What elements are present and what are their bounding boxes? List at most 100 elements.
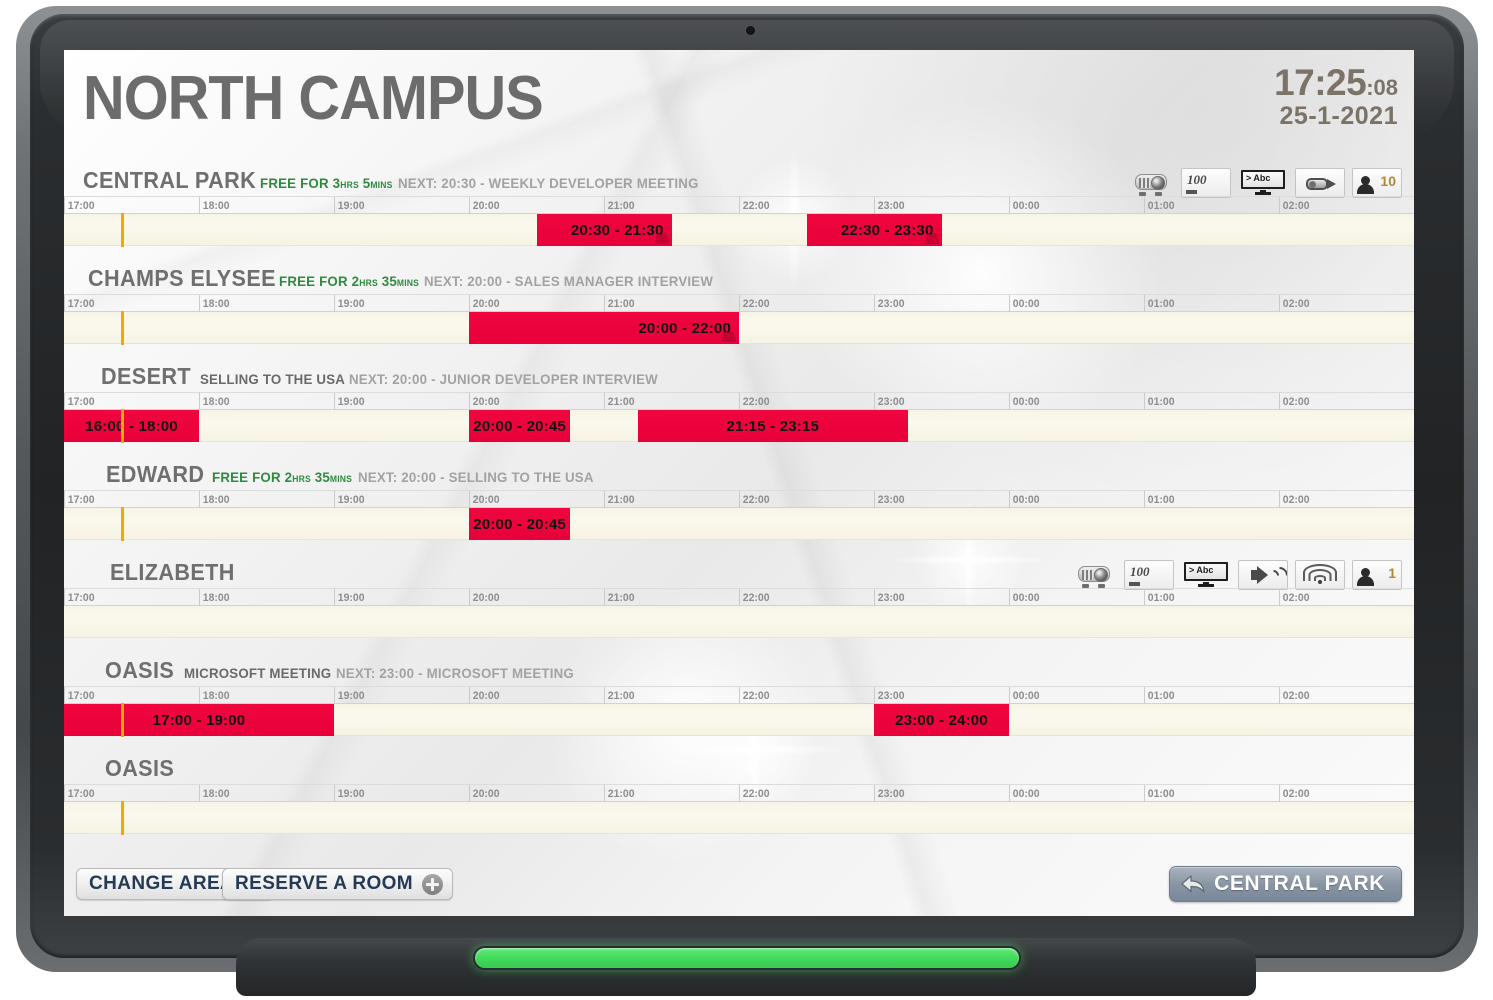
axis-hour-label: 02:00	[1279, 589, 1407, 607]
room-status: SELLING TO THE USA	[200, 371, 345, 387]
wifi-icon	[1295, 560, 1345, 590]
current-time-marker	[120, 311, 124, 345]
room-row[interactable]: CENTRAL PARK FREE FOR 3HRS 5MINS NEXT: 20:…	[64, 162, 1414, 260]
axis-hour-label: 01:00	[1144, 393, 1272, 411]
page-title: NORTH CAMPUS	[83, 64, 544, 133]
booking-block[interactable]: 20:00 - 20:45	[469, 410, 571, 442]
attendees-icon	[924, 233, 939, 244]
current-time-marker	[120, 801, 124, 835]
room-status: FREE FOR 2HRS 35MINS	[212, 469, 352, 485]
axis-hour-label: 00:00	[1009, 295, 1137, 313]
booking-block[interactable]: 20:00 - 20:45	[469, 508, 571, 540]
room-row[interactable]: ELIZABETH 100 > Abc 1 17:00 18:00 19:00 20:00 21…	[64, 554, 1414, 652]
room-timeline-track[interactable]: 16:00 - 18:00 20:00 - 20:45 21:15 - 23:15	[64, 409, 1414, 443]
room-row-spacer	[64, 344, 1414, 358]
room-header: ELIZABETH 100 > Abc 1	[64, 554, 1414, 590]
booking-label: 16:00 - 18:00	[85, 417, 178, 435]
axis-hour-label: 19:00	[334, 589, 462, 607]
status-led-bar	[472, 946, 1021, 970]
room-row[interactable]: OASIS MICROSOFT MEETING NEXT: 23:00 - MICR…	[64, 652, 1414, 750]
booking-label: 17:00 - 19:00	[152, 711, 246, 729]
axis-hour-label: 20:00	[469, 491, 597, 509]
booking-block[interactable]: 16:00 - 18:00	[64, 410, 199, 442]
axis-hour-label: 19:00	[334, 197, 462, 215]
room-status-unit-hours: HRS	[292, 474, 312, 484]
booking-label: 22:30 - 23:30	[840, 221, 934, 239]
attendees-icon	[722, 331, 736, 342]
room-name: DESERT	[101, 363, 191, 389]
axis-hour-label: 17:00	[64, 491, 192, 509]
axis-hour-label: 23:00	[874, 197, 1002, 215]
axis-hour-label: 20:00	[469, 687, 597, 705]
axis-hour-label: 17:00	[64, 197, 192, 215]
current-time-marker	[120, 213, 124, 247]
axis-hour-label: 17:00	[64, 295, 192, 313]
booking-label: 20:00 - 20:45	[473, 515, 566, 533]
room-next-meeting: NEXT: 20:00 - JUNIOR DEVELOPER INTERVIEW	[349, 371, 659, 387]
room-timeline-track[interactable]: 20:30 - 21:30 22:30 - 23:30	[64, 213, 1414, 247]
axis-hour-label: 00:00	[1009, 785, 1137, 803]
display-icon: > Abc	[1181, 560, 1231, 590]
axis-hour-label: 19:00	[334, 687, 462, 705]
display-icon: > Abc	[1238, 168, 1288, 198]
axis-hour-label: 21:00	[604, 687, 732, 705]
axis-hour-label: 19:00	[334, 491, 462, 509]
room-row-spacer	[64, 638, 1414, 652]
room-row[interactable]: DESERT SELLING TO THE USA NEXT: 20:00 - JU…	[64, 358, 1414, 456]
booking-label: 20:00 - 22:00	[638, 319, 731, 337]
clock-time-row: 17:25:08	[1274, 64, 1398, 101]
room-timeline-track[interactable]	[64, 801, 1414, 835]
room-row[interactable]: EDWARD FREE FOR 2HRS 35MINS NEXT: 20:00 - …	[64, 456, 1414, 554]
reserve-a-room-button[interactable]: RESERVE A ROOM	[222, 868, 454, 900]
room-row-spacer	[64, 246, 1414, 260]
back-to-room-button[interactable]: CENTRAL PARK	[1169, 866, 1402, 902]
axis-hour-label: 22:00	[739, 785, 867, 803]
booking-block[interactable]: 20:30 - 21:30	[536, 214, 672, 246]
axis-hour-label: 18:00	[199, 295, 327, 313]
current-time-marker	[120, 507, 124, 541]
axis-hour-label: 21:00	[604, 491, 732, 509]
room-row[interactable]: OASIS 17:00 18:00 19:00 20:00 21:00 22:00 23:00…	[64, 750, 1414, 848]
axis-hour-label: 21:00	[604, 197, 732, 215]
booking-block[interactable]: 21:15 - 23:15	[637, 410, 908, 442]
room-status-unit-hours: HRS	[339, 180, 359, 190]
back-arrow-icon	[1180, 873, 1206, 895]
capacity-icon: 10	[1352, 168, 1402, 198]
room-status-text: FREE FOR 2	[278, 273, 359, 289]
axis-hour-label: 02:00	[1279, 197, 1407, 215]
booking-block[interactable]: 20:00 - 22:00	[469, 312, 739, 344]
room-timeline-track[interactable]: 20:00 - 20:45	[64, 507, 1414, 541]
axis-hour-label: 23:00	[874, 295, 1002, 313]
whiteboard-value: 100	[1187, 172, 1207, 187]
room-status-text: SELLING TO THE USA	[199, 371, 345, 387]
room-timeline-track[interactable]: 20:00 - 22:00	[64, 311, 1414, 345]
axis-hour-label: 02:00	[1279, 785, 1407, 803]
room-status: FREE FOR 2HRS 35MINS	[279, 273, 419, 289]
room-name: OASIS	[105, 755, 175, 781]
room-name: CHAMPS ELYSEE	[88, 265, 276, 291]
axis-hour-label: 01:00	[1144, 687, 1272, 705]
projector-icon	[1128, 168, 1174, 198]
booking-label: 20:30 - 21:30	[570, 221, 664, 239]
booking-block[interactable]: 22:30 - 23:30	[806, 214, 942, 246]
axis-hour-label: 23:00	[874, 687, 1002, 705]
room-timeline-track[interactable]	[64, 606, 1414, 638]
room-row[interactable]: CHAMPS ELYSEE FREE FOR 2HRS 35MINS NEXT: 2…	[64, 260, 1414, 358]
booking-block[interactable]: 23:00 - 24:00	[874, 704, 1009, 736]
timeline-axis: 17:00 18:00 19:00 20:00 21:00 22:00 23:00 00:00…	[64, 490, 1414, 509]
room-status-unit-minutes: MINS	[370, 180, 393, 190]
axis-hour-label: 20:00	[469, 589, 597, 607]
room-timeline-track[interactable]: 17:00 - 19:00 23:00 - 24:00	[64, 703, 1414, 737]
axis-hour-label: 02:00	[1279, 687, 1407, 705]
axis-hour-label: 17:00	[64, 393, 192, 411]
booking-label: 23:00 - 24:00	[895, 711, 988, 729]
axis-hour-label: 18:00	[199, 197, 327, 215]
axis-hour-label: 01:00	[1144, 295, 1272, 313]
capacity-value: 10	[1380, 173, 1396, 189]
axis-hour-label: 21:00	[604, 589, 732, 607]
booking-block[interactable]: 17:00 - 19:00	[64, 704, 334, 736]
axis-hour-label: 02:00	[1279, 393, 1407, 411]
axis-hour-label: 00:00	[1009, 393, 1137, 411]
display-value: > Abc	[1189, 565, 1214, 575]
plus-icon	[422, 873, 444, 895]
